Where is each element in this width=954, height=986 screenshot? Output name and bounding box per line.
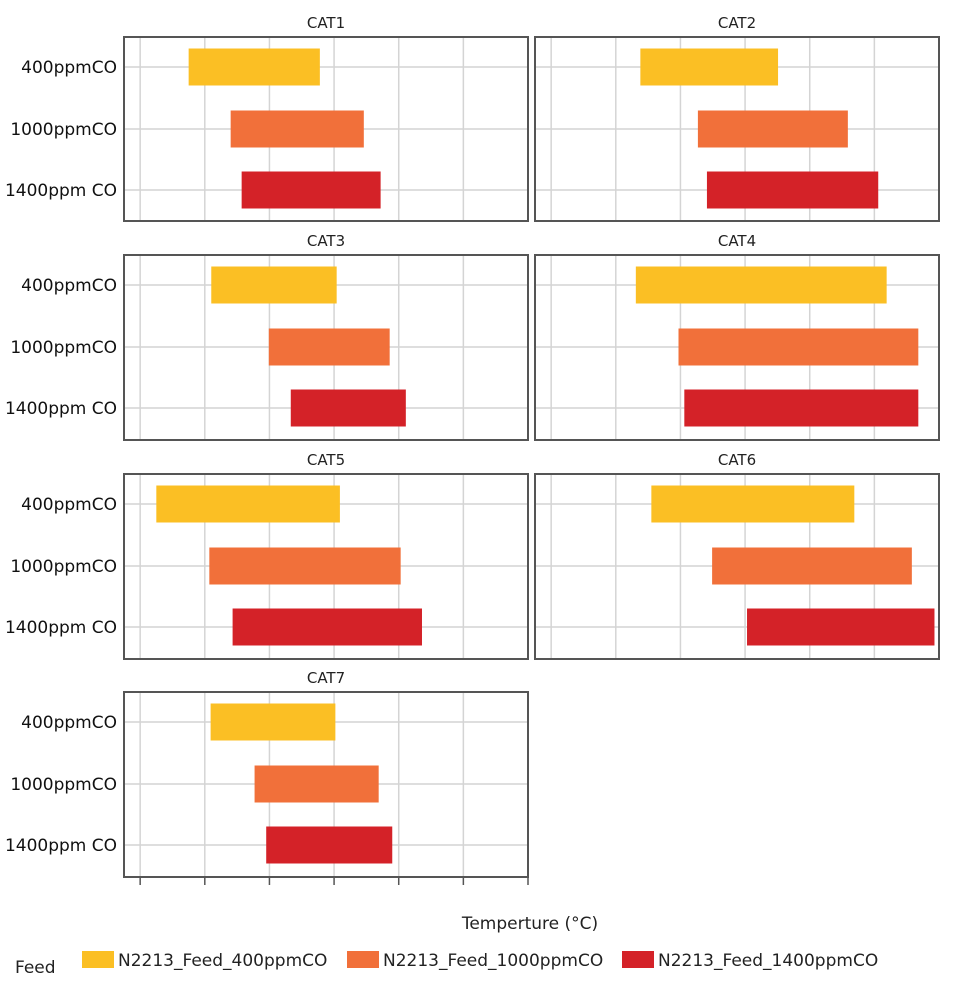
bar-cat2-1400ppmco: [706, 171, 879, 209]
legend-swatch: [622, 951, 654, 968]
bar-cat3-1400ppmco: [290, 389, 406, 427]
panel-cat4: CAT4: [534, 232, 940, 441]
bar-cat6-400ppmco: [651, 485, 855, 523]
x-axis-title: Temperture (°C): [461, 914, 598, 934]
legend-title: Feed: [15, 958, 56, 978]
panel-cat2: CAT2: [534, 14, 940, 222]
bar-cat5-1000ppmco: [209, 547, 401, 585]
category-label: 1400ppm CO: [5, 181, 117, 201]
panel-frame: [123, 473, 529, 660]
panel-cat3: CAT3 400ppmCO 1000ppmCO 1400ppm CO: [5, 232, 529, 441]
bar-cat7-1400ppmco: [266, 826, 393, 864]
bar-cat6-1000ppmco: [712, 547, 912, 585]
panel-title: CAT2: [718, 14, 756, 32]
bar-cat5-1400ppmco: [232, 608, 422, 646]
bar-cat2-1000ppmco: [697, 110, 848, 148]
bar-cat7-1000ppmco: [254, 765, 379, 803]
bar-cat4-400ppmco: [635, 266, 887, 304]
category-label: 400ppmCO: [21, 713, 117, 733]
category-label: 1000ppmCO: [10, 120, 117, 140]
legend-swatch: [347, 951, 379, 968]
panel-title: CAT3: [307, 232, 345, 250]
category-label: 1400ppm CO: [5, 836, 117, 856]
legend-label: N2213_Feed_400ppmCO: [118, 951, 327, 971]
panel-frame: [123, 36, 529, 222]
panel-frame: [534, 36, 940, 222]
legend-label: N2213_Feed_1000ppmCO: [383, 951, 603, 971]
panel-cat5: CAT5 400ppmCO 1000ppmCO 1400ppm CO: [5, 451, 529, 660]
panel-frame: [534, 254, 940, 441]
panel-cat6: CAT6: [534, 451, 940, 660]
bar-cat1-400ppmco: [188, 48, 320, 86]
panel-title: CAT7: [307, 669, 345, 687]
category-label: 400ppmCO: [21, 58, 117, 78]
category-label: 400ppmCO: [21, 276, 117, 296]
legend-swatch: [82, 951, 114, 968]
bar-cat5-400ppmco: [156, 485, 340, 523]
panel-title: CAT4: [718, 232, 756, 250]
bar-cat1-1400ppmco: [241, 171, 381, 209]
bar-cat4-1000ppmco: [678, 328, 919, 366]
bar-cat4-1400ppmco: [684, 389, 919, 427]
category-label: 1000ppmCO: [10, 338, 117, 358]
category-label: 1000ppmCO: [10, 557, 117, 577]
panel-title: CAT1: [307, 14, 345, 32]
bar-cat1-1000ppmco: [230, 110, 364, 148]
bar-cat6-1400ppmco: [747, 608, 935, 646]
legend-label: N2213_Feed_1400ppmCO: [658, 951, 878, 971]
legend: Feed N2213_Feed_400ppmCO N2213_Feed_1000pp…: [15, 951, 878, 978]
category-label: 400ppmCO: [21, 495, 117, 515]
panel-frame: [123, 691, 529, 878]
category-label: 1000ppmCO: [10, 775, 117, 795]
chart-panels: CAT1 400ppmCO 1000ppmCO 1400ppm CO CAT2 CAT3 4…: [5, 14, 940, 885]
bar-cat2-400ppmco: [640, 48, 779, 86]
panel-title: CAT5: [307, 451, 345, 469]
bar-cat3-1000ppmco: [268, 328, 390, 366]
bar-cat7-400ppmco: [210, 703, 336, 741]
category-label: 1400ppm CO: [5, 399, 117, 419]
category-label: 1400ppm CO: [5, 618, 117, 638]
panel-cat7: CAT7 400ppmCO 1000ppmCO 1400ppm CO: [5, 669, 529, 878]
panel-title: CAT6: [718, 451, 756, 469]
panel-frame: [534, 473, 940, 660]
panel-frame: [123, 254, 529, 441]
panel-cat1: CAT1 400ppmCO 1000ppmCO 1400ppm CO: [5, 14, 529, 222]
bar-cat3-400ppmco: [211, 266, 337, 304]
